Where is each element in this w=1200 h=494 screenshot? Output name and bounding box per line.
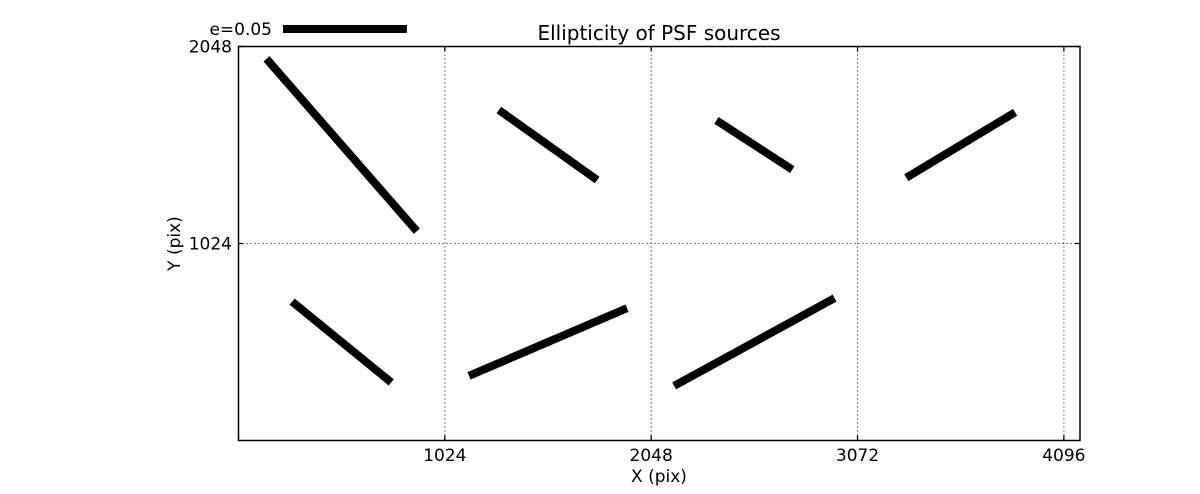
y-tick-label: 1024 — [189, 235, 232, 255]
x-tick-label: 3072 — [836, 446, 879, 466]
y-axis-label: Y (pix) — [165, 216, 185, 272]
ellipticity-whisker — [496, 106, 600, 184]
ellipticity-whisker — [289, 298, 394, 386]
legend-scale-bar — [283, 25, 407, 33]
chart-title: Ellipticity of PSF sources — [537, 21, 780, 45]
tick-labels-layer: 1024 2048 3072 4096 1024 2048 — [189, 38, 1086, 467]
ellipticity-whisker — [263, 56, 420, 234]
ellipticity-whisker — [672, 294, 837, 390]
x-tick-label: 1024 — [423, 446, 466, 466]
x-tick-label: 2048 — [630, 446, 673, 466]
ellipticity-whisker — [467, 304, 629, 380]
ellipticity-whisker — [904, 108, 1018, 182]
ellipticity-whisker — [714, 117, 795, 173]
x-tick-label: 4096 — [1042, 446, 1085, 466]
axes-frame — [237, 45, 1081, 442]
legend-label: e=0.05 — [209, 20, 272, 40]
x-axis-label: X (pix) — [631, 467, 687, 487]
whiskers-layer — [263, 56, 1018, 390]
y-tick-label: 2048 — [189, 38, 232, 58]
